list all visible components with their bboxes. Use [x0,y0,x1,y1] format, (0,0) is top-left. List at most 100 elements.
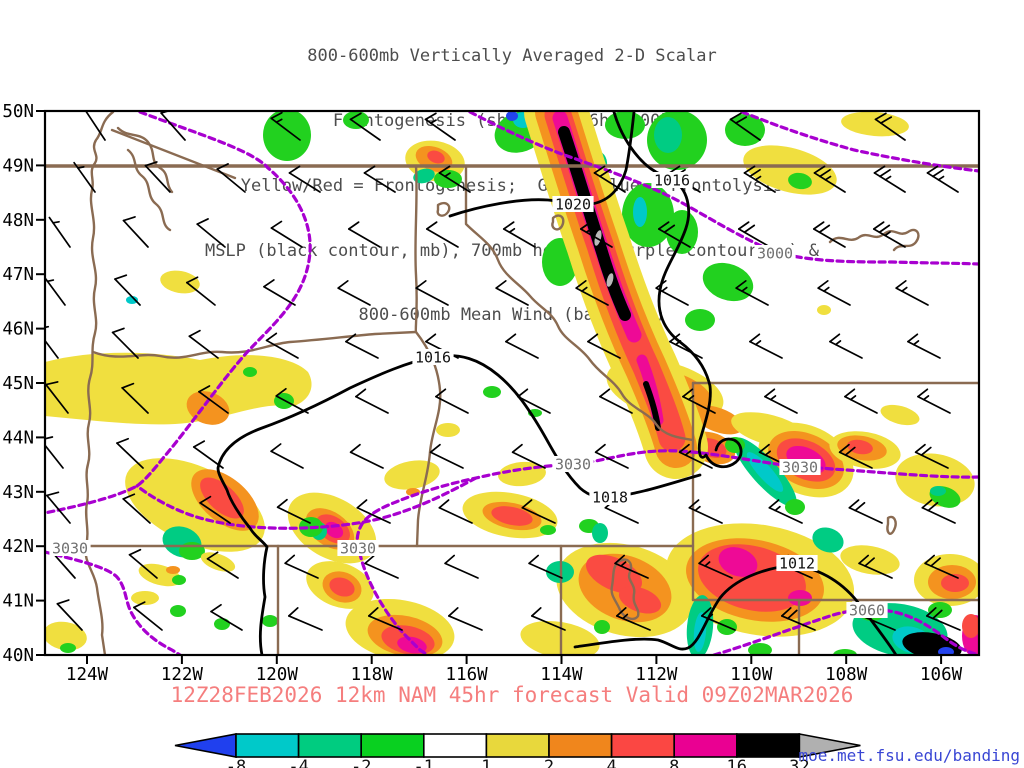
wind-barb [45,381,69,414]
barb-stroke [655,280,667,289]
contour-label: 3000 [757,245,793,263]
barb-stroke [185,276,199,284]
barb-stroke [188,335,219,359]
barb-stroke [879,116,893,124]
barb-stroke [517,388,529,398]
barb-stroke [663,224,676,234]
wind-barb [198,385,229,414]
lat-axis-label: 50N [2,102,34,122]
barb-stroke [276,506,311,524]
wind-barb [917,388,951,414]
barb-stroke [45,436,54,440]
wind-barb [84,111,106,141]
wind-barb [45,436,64,469]
barb-stroke [616,607,627,617]
colorbar-tick-label: -4 [288,757,308,768]
wind-barb [122,216,149,248]
shading-blob-t [413,168,435,184]
barb-stroke [288,165,301,174]
wind-barb [495,280,529,306]
barb-stroke [688,506,723,524]
colorbar-cell [735,733,801,758]
site-link[interactable]: moe.met.fsu.edu/banding [798,746,1020,765]
barb-stroke [210,603,222,613]
colorbar: -8 -4 -2 -1 1 2 4 8 16 32 [174,733,861,768]
barb-stroke [614,554,626,565]
shading-blob-y [131,591,159,605]
barb-stroke [926,172,959,193]
barb-stroke [363,165,376,174]
barb-stroke [275,118,283,124]
barb-stroke [356,499,368,509]
shading-blob-g [928,602,952,618]
barb-stroke [122,498,151,524]
wind-barb [511,443,546,469]
wind-barb [355,388,389,414]
barb-stroke [674,340,682,346]
barb-stroke [737,221,750,230]
shading-blob-g [748,643,772,655]
barb-stroke [764,388,776,398]
barb-stroke [734,116,748,124]
barb-stroke [415,280,427,289]
barb-stroke [620,561,627,567]
barb-stroke [678,443,690,454]
barb-stroke [364,554,376,565]
barb-stroke [438,165,451,174]
barb-stroke [594,443,606,454]
wind-barb [275,387,309,414]
wind-barb [587,333,621,359]
wind-barb [288,165,321,193]
border-path [116,126,174,194]
shading-blob-r [618,586,662,614]
wind-barb [531,607,566,631]
wind-barb [505,333,539,359]
height-contour [468,111,979,266]
colorbar-cell [485,733,550,758]
barb-stroke [196,218,209,225]
barb-stroke [735,280,747,289]
barb-stroke [914,443,926,454]
shading-blob-c [633,197,647,227]
barb-stroke [438,506,473,524]
wind-barb [337,280,371,306]
barb-stroke [838,443,850,454]
colorbar-tick-label: -1 [414,757,434,768]
barb-stroke [288,615,323,631]
contour-label-box [589,489,631,505]
wind-barb [270,443,304,469]
barb-stroke [45,325,50,329]
wind-barb [349,443,384,469]
wind-barb [616,607,651,631]
shading-blob-y [436,423,460,437]
colorbar-cell [360,733,425,758]
barb-stroke [122,219,149,248]
barb-stroke [769,395,777,401]
lon-axis-label: 110W [730,665,773,685]
barb-stroke [133,601,146,609]
barb-stroke [114,274,128,280]
wind-barb [838,443,873,469]
wind-barb [517,388,551,414]
shading-blob-t [812,527,844,553]
wind-barb [429,443,464,469]
wind-barb [196,218,226,248]
barb-stroke [817,287,851,306]
shading-blob-g [685,309,715,331]
barb-stroke [424,118,456,141]
wind-barb [768,499,803,524]
lat-axis-label: 47N [2,265,34,285]
wind-barb [829,333,863,359]
colorbar-tick-label: 16 [727,757,747,768]
barb-stroke [206,557,239,579]
contour-label: 1016 [415,349,451,367]
shading-blob-t [930,486,946,496]
wind-barb [926,165,959,193]
shading-blob-m [788,590,812,606]
shading-blob-b [506,111,518,121]
shading-blob-o [693,405,743,435]
wind-barb [781,607,816,631]
wind-barb [812,221,846,248]
barb-stroke [111,327,125,334]
wind-barb [144,161,171,193]
